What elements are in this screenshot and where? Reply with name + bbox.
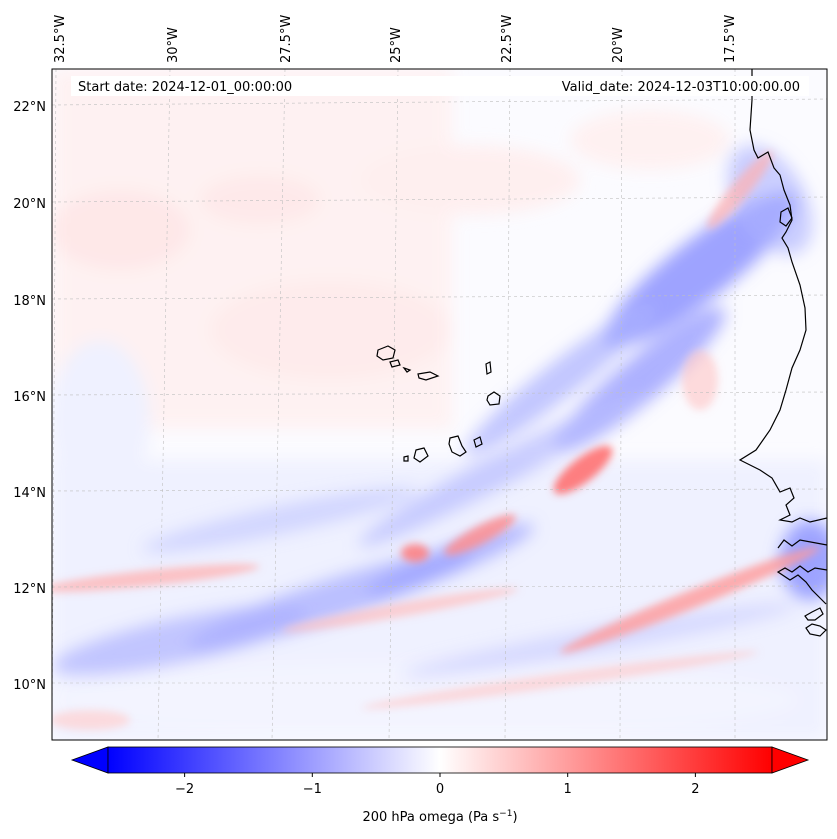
colorbar-min-extend: [70, 746, 109, 774]
lat-label: 14°N: [13, 486, 46, 501]
colorbar-max-extend: [771, 746, 810, 774]
lon-label: 27.5°W: [279, 15, 294, 63]
info-banner: [71, 76, 809, 96]
colorbar-tick-label: 0: [436, 782, 444, 797]
colorbar-tick-label: 2: [691, 782, 699, 797]
lat-label: 20°N: [13, 197, 46, 212]
lon-label: 30°W: [166, 27, 181, 63]
colorbar-gradient: [107, 746, 773, 774]
lon-label: 32.5°W: [53, 15, 68, 63]
colorbar-tick-label: −1: [303, 782, 322, 797]
valid-date-label: Valid_date: 2024-12-03T10:00:00.00: [562, 80, 800, 95]
graticule: [52, 69, 827, 740]
latitude-labels: 22°N 20°N 18°N 16°N 14°N 12°N 10°N: [13, 100, 46, 693]
colorbar-tick-label: 1: [564, 782, 572, 797]
colorbar-tick-label: −2: [175, 782, 194, 797]
colorbar-ticks: −2 −1 0 1 2: [175, 773, 700, 797]
lat-label: 16°N: [13, 390, 46, 405]
cape-verde-islands: [376, 345, 501, 463]
coast-inlet: [779, 207, 793, 227]
omega-field: [52, 69, 827, 740]
lon-label: 20°W: [611, 27, 626, 63]
gambia-river: [777, 539, 827, 549]
lon-label: 25°W: [389, 27, 404, 63]
lat-label: 12°N: [13, 582, 46, 597]
longitude-labels: 32.5°W 30°W 27.5°W 25°W 22.5°W 20°W 17.5°W: [53, 15, 738, 63]
lat-label: 22°N: [13, 100, 46, 115]
lat-label: 18°N: [13, 294, 46, 309]
africa-coastline-south: [776, 565, 827, 637]
map-frame: [51, 68, 828, 741]
lat-label: 10°N: [13, 678, 46, 693]
colorbar: −2 −1 0 1 2 200 hPa omega (Pa s−1): [70, 746, 810, 825]
start-date-label: Start date: 2024-12-01_00:00:00: [78, 80, 292, 95]
africa-coastline: [738, 69, 827, 523]
lon-label: 22.5°W: [500, 15, 515, 63]
colorbar-title: 200 hPa omega (Pa s−1): [362, 809, 517, 825]
lon-label: 17.5°W: [723, 15, 738, 63]
